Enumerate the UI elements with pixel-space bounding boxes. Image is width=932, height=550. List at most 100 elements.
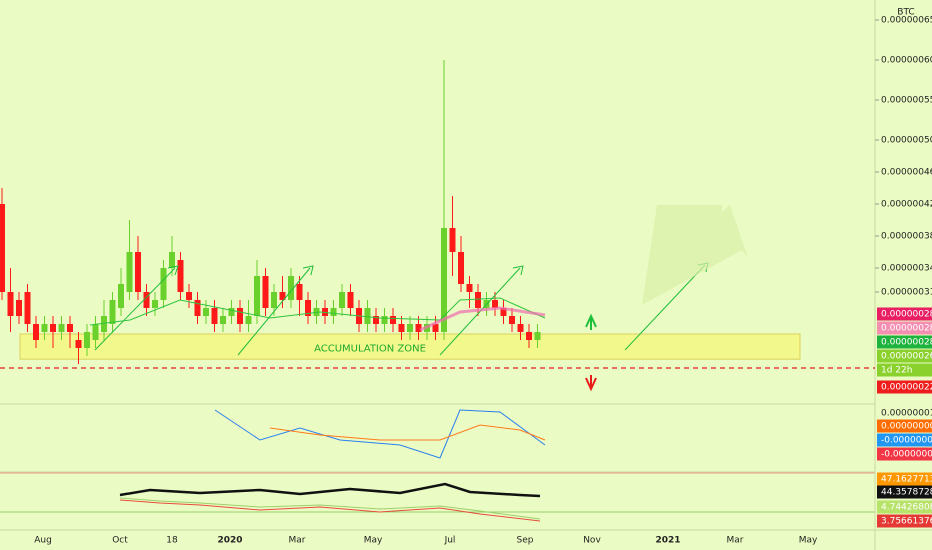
zone-label: ACCUMULATION ZONE <box>314 344 426 355</box>
candle-body <box>415 324 422 332</box>
candle-body <box>245 316 252 324</box>
y-tick-label: 0.00000034 <box>881 264 932 274</box>
currency-label: BTC <box>897 8 914 18</box>
y-tick-label: 0.00000065 <box>881 16 932 26</box>
y-tick-label: 0.00000060 <box>881 56 932 66</box>
candle-body <box>458 252 464 284</box>
rsi-line <box>119 482 541 498</box>
y-tick-label: 0.00000038 <box>881 232 932 242</box>
price-badge <box>877 380 932 394</box>
price-badge <box>877 419 932 433</box>
candle-body <box>16 300 22 316</box>
candle-body <box>169 252 175 268</box>
y-tick-label: 0.00000050 <box>881 136 932 146</box>
candle-body <box>466 284 473 292</box>
candle-body <box>109 300 116 324</box>
candle-body <box>194 300 201 316</box>
x-tick-label: 2021 <box>655 536 680 546</box>
candle-body <box>288 276 294 300</box>
up-arrow <box>585 313 597 330</box>
candle-body <box>160 268 167 300</box>
signal-line <box>269 424 546 441</box>
down-arrow <box>585 375 597 392</box>
y-tick-label: 0.00000042 <box>881 200 932 210</box>
x-tick-label: 2020 <box>217 536 242 546</box>
macd-line <box>214 409 546 459</box>
candle-body <box>84 332 90 348</box>
badge-label: 0.00000026 <box>881 352 932 362</box>
candle-body <box>58 324 65 332</box>
candle-body <box>526 332 532 340</box>
price-badge <box>877 472 932 486</box>
y-tick-label: 0.00000055 <box>881 96 932 106</box>
candle-body <box>143 292 150 308</box>
badge-label: 3.75661376 <box>881 517 932 527</box>
candle-body <box>500 308 507 316</box>
badge-label: 1d 22h <box>881 366 912 376</box>
candle-body <box>126 252 133 292</box>
price-badge <box>877 335 932 349</box>
candle-body <box>186 292 192 300</box>
price-badge <box>877 485 932 499</box>
candle-body <box>152 300 158 308</box>
price-badge <box>877 433 932 447</box>
x-tick-label: May <box>364 536 383 546</box>
x-tick-label: Aug <box>34 536 52 546</box>
candle-body <box>203 308 209 316</box>
candle-body <box>135 252 141 292</box>
candle-body <box>237 308 243 324</box>
badge-label: 44.35787280 <box>881 488 932 498</box>
arrow <box>94 265 179 351</box>
x-tick-label: May <box>799 536 818 546</box>
badge-label: 4.74426808 <box>881 503 932 513</box>
candle-body <box>364 308 371 324</box>
candle-body <box>449 228 456 252</box>
candle-body <box>390 316 396 324</box>
ma-line <box>419 306 546 332</box>
x-tick-label: Oct <box>112 536 128 546</box>
x-tick-label: Mar <box>289 536 306 546</box>
candle-body <box>67 324 73 332</box>
candle-body <box>75 340 82 348</box>
candle-body <box>296 284 303 300</box>
stoch-line <box>119 497 541 520</box>
badge-label: 0.00000022 <box>881 383 932 393</box>
badge-label: -0.00000000 <box>881 436 932 446</box>
x-tick-label: 18 <box>166 536 178 546</box>
candle-body <box>339 292 345 308</box>
candle-body <box>50 324 56 332</box>
ma-line <box>89 297 546 326</box>
candle-body <box>271 292 277 308</box>
x-tick-label: Nov <box>583 536 601 546</box>
candle-body <box>24 292 31 324</box>
candle-body <box>373 316 379 324</box>
candle-body <box>41 324 48 332</box>
price-badge <box>877 500 932 514</box>
candle-body <box>492 300 498 308</box>
badge-label: 0.00000000 <box>881 422 932 432</box>
candle-body <box>228 308 235 316</box>
badge-label: 47.16277132 <box>881 475 932 485</box>
candle-body <box>262 276 269 308</box>
badge-label: 0.00000028 <box>881 310 932 320</box>
candle-body <box>347 292 354 308</box>
candle-body <box>33 324 39 340</box>
price-badge <box>877 514 932 528</box>
candle-body <box>0 204 5 292</box>
candle-body <box>254 276 260 316</box>
arrow <box>237 265 314 356</box>
candle-body <box>475 292 481 308</box>
badge-label: -0.00000001 <box>881 450 932 460</box>
candle-body <box>432 324 439 332</box>
candle-body <box>441 228 447 332</box>
stoch-line <box>119 499 541 522</box>
y-tick-label: 0.00000046 <box>881 168 932 178</box>
price-badge <box>877 447 932 461</box>
candle-body <box>381 316 388 324</box>
candle-body <box>407 324 413 332</box>
candle-body <box>177 260 184 292</box>
candle-body <box>101 316 107 332</box>
projection <box>642 205 748 305</box>
candle-body <box>279 292 286 300</box>
